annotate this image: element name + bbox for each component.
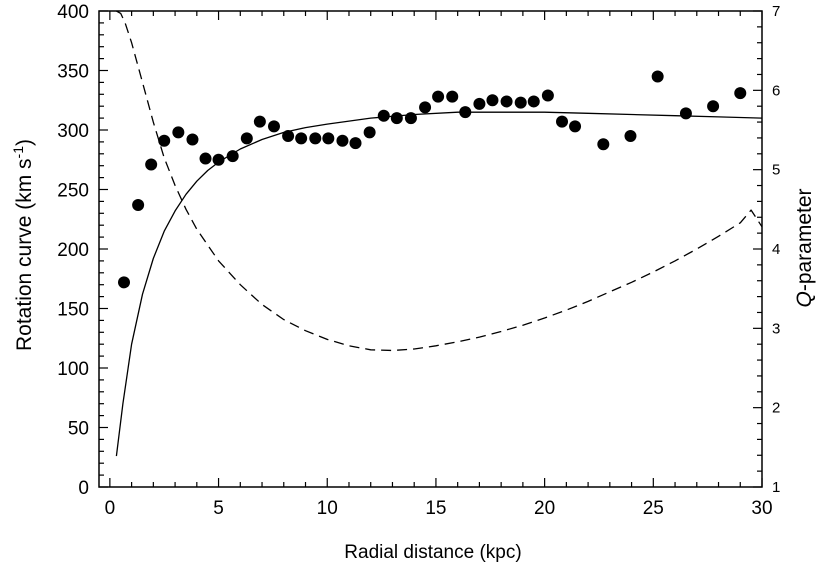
data-point (172, 126, 185, 139)
data-point (253, 115, 266, 128)
data-point (158, 134, 171, 147)
data-point (295, 132, 308, 145)
y-left-tick-label: 400 (57, 2, 89, 23)
data-point (240, 132, 253, 145)
data-point (199, 152, 212, 165)
data-point (569, 120, 582, 133)
data-point (363, 126, 376, 139)
data-point (679, 107, 692, 120)
data-point (486, 94, 499, 107)
data-point (132, 198, 145, 211)
axis-tick-labels: 0 5 10 15 20 25 300501001502002503003504001234… (57, 2, 780, 519)
x-tick-label: 0 (105, 498, 116, 519)
data-point (556, 115, 569, 128)
data-point (377, 109, 390, 122)
y-right-tick-label: 1 (772, 479, 780, 496)
y-right-label-rest: -parameter (793, 188, 816, 291)
y-right-tick-label: 4 (772, 241, 780, 258)
y-left-label-main: Rotation curve (km s (13, 158, 36, 351)
data-point (651, 70, 664, 83)
y-left-label-close: ) (13, 139, 36, 146)
y-right-tick-label: 2 (772, 400, 780, 417)
data-point (212, 153, 225, 166)
y-left-tick-label: 50 (68, 419, 89, 440)
data-point (282, 129, 295, 142)
data-point (349, 137, 362, 150)
data-point (514, 96, 527, 109)
data-point (404, 112, 417, 125)
data-point (322, 132, 335, 145)
data-point (145, 158, 158, 171)
data-point (624, 129, 637, 142)
data-point (186, 133, 199, 146)
y-axis-left-label: Rotation curve (km s-1) (10, 139, 36, 351)
x-tick-label: 25 (643, 498, 664, 519)
data-point (309, 132, 322, 145)
y-left-label-exponent: -1 (10, 146, 26, 159)
data-point (597, 138, 610, 151)
x-tick-label: 20 (534, 498, 555, 519)
axis-ticks (99, 10, 763, 488)
x-tick-label: 30 (751, 498, 772, 519)
y-right-label-q: Q (793, 291, 816, 307)
x-tick-label: 15 (425, 498, 446, 519)
y-right-tick-label: 6 (772, 82, 780, 99)
y-left-tick-label: 150 (57, 300, 89, 321)
x-tick-label: 5 (213, 498, 224, 519)
y-left-tick-label: 250 (57, 181, 89, 202)
x-tick-label: 10 (317, 498, 338, 519)
data-point (541, 89, 554, 102)
data-point (336, 134, 349, 147)
q-parameter-line (116, 10, 763, 352)
y-right-tick-label: 3 (772, 320, 780, 337)
y-left-tick-label: 0 (78, 478, 89, 499)
data-point (419, 101, 432, 114)
y-left-tick-label: 200 (57, 240, 89, 261)
plot-frame (98, 10, 763, 488)
data-point (473, 97, 486, 110)
data-point (707, 100, 720, 113)
y-right-tick-label: 7 (772, 3, 780, 20)
data-point (390, 112, 403, 125)
y-axis-right-label: Q-parameter (793, 188, 816, 307)
data-point (226, 150, 239, 163)
data-point (117, 276, 130, 289)
data-point (500, 95, 513, 108)
y-left-tick-label: 300 (57, 121, 89, 142)
x-axis-label: Radial distance (kpc) (344, 542, 521, 563)
y-right-tick-label: 5 (772, 162, 780, 179)
data-point (267, 120, 280, 133)
data-point (459, 106, 472, 119)
y-left-tick-label: 100 (57, 359, 89, 380)
data-point (446, 90, 459, 103)
model-rotation-curve-line (115, 111, 763, 457)
data-point (432, 90, 445, 103)
data-point (734, 87, 747, 100)
model-lines (115, 10, 763, 457)
y-left-tick-label: 350 (57, 62, 89, 83)
data-point (527, 95, 540, 108)
data-points (117, 70, 747, 289)
